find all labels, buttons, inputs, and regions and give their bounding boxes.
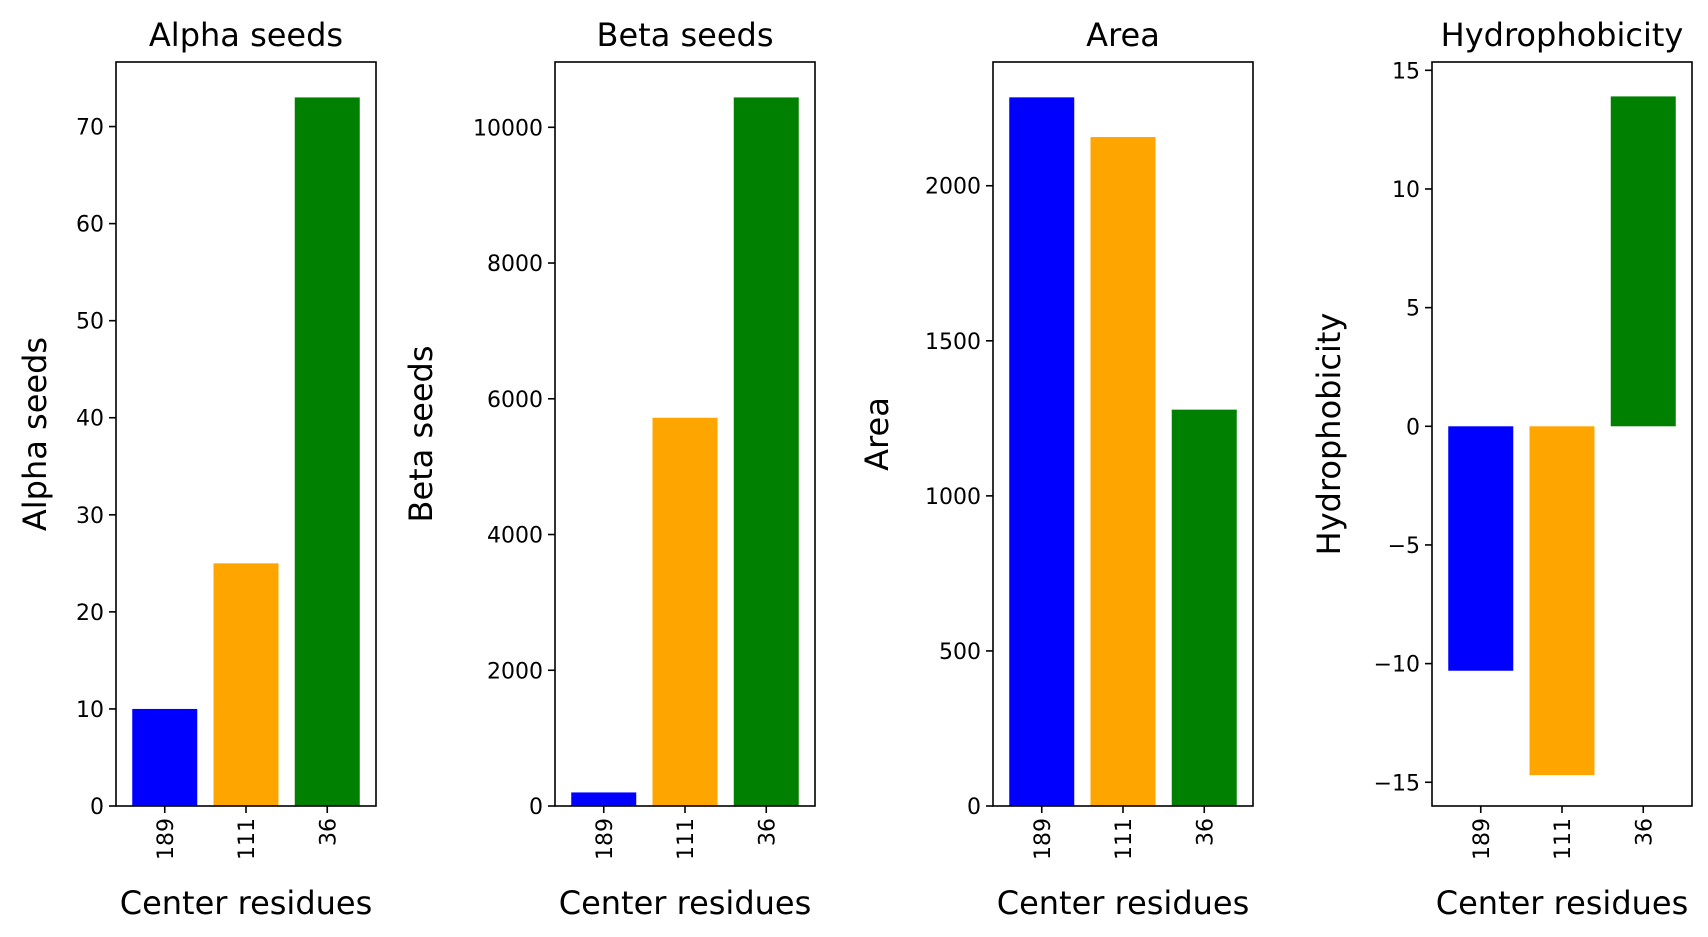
y-tick-label: 0 <box>529 795 543 820</box>
subplot-alpha-seeds: Alpha seeds Alpha seeds Center residues … <box>16 16 377 922</box>
x-axis-label: Center residues <box>559 884 812 922</box>
y-axis-label: Area <box>858 397 896 471</box>
y-tick-label: 2000 <box>925 175 981 200</box>
y-tick-label: 0 <box>1406 415 1420 440</box>
y-tick-label: 15 <box>1392 59 1420 84</box>
y-tick-label: 70 <box>76 116 104 141</box>
y-tick-label: 10 <box>76 698 104 723</box>
y-tick-label: 8000 <box>487 252 543 277</box>
y-tick-label: 1000 <box>925 485 981 510</box>
y-tick-label: 500 <box>939 640 981 665</box>
x-tick-label: 111 <box>235 818 260 860</box>
y-tick-label: 2000 <box>487 659 543 684</box>
subplot-title: Hydrophobicity <box>1441 16 1684 54</box>
x-axis-label: Center residues <box>120 884 373 922</box>
bar-111 <box>1529 426 1595 776</box>
plot-frame <box>1431 61 1693 807</box>
bar-189 <box>132 708 198 806</box>
bar-111 <box>1090 137 1156 807</box>
x-tick-label: 189 <box>1470 818 1495 860</box>
x-tick-label: 189 <box>154 818 179 860</box>
bar-36 <box>1171 409 1237 806</box>
subplot-beta-seeds: Beta seeds Beta seeds Center residues 0 2… <box>402 16 816 922</box>
y-tick-label: −5 <box>1388 534 1420 559</box>
x-tick-label: 36 <box>1632 818 1657 846</box>
bar-36 <box>733 97 799 807</box>
y-tick-label: 4000 <box>487 524 543 549</box>
y-tick-label: 5 <box>1406 297 1420 322</box>
y-tick-label: 1500 <box>925 330 981 355</box>
y-tick-label: −15 <box>1374 771 1420 796</box>
bar-36 <box>1610 96 1676 427</box>
subplot-hydrophobicity: Hydrophobicity Hydrophobicity Center res… <box>1310 16 1693 922</box>
y-tick-label: 50 <box>76 310 104 335</box>
bar-189 <box>1448 426 1514 671</box>
x-tick-label: 111 <box>674 818 699 860</box>
y-axis-label: Beta seeds <box>402 346 440 523</box>
y-axis-label: Hydrophobicity <box>1310 313 1348 556</box>
x-tick-label: 189 <box>593 818 618 860</box>
subplot-title: Alpha seeds <box>149 16 343 54</box>
subplot-title: Beta seeds <box>597 16 774 54</box>
x-tick-label: 36 <box>316 818 341 846</box>
x-tick-label: 36 <box>755 818 780 846</box>
bar-111 <box>652 417 718 806</box>
y-tick-label: 6000 <box>487 388 543 413</box>
x-axis-label: Center residues <box>1436 884 1689 922</box>
plot-frame <box>115 61 377 807</box>
x-tick-label: 36 <box>1193 818 1218 846</box>
x-tick-label: 111 <box>1551 818 1576 860</box>
y-tick-label: 0 <box>90 795 104 820</box>
bar-189 <box>571 792 637 806</box>
bar-36 <box>294 97 360 807</box>
y-tick-label: 0 <box>967 795 981 820</box>
bar-189 <box>1009 97 1075 807</box>
subplot-area: Area Area Center residues 0 500 1000 1500 20… <box>858 16 1254 922</box>
y-tick-label: 10000 <box>473 116 543 141</box>
subplot-title: Area <box>1086 16 1160 54</box>
bar-111 <box>213 563 279 806</box>
y-tick-label: 20 <box>76 601 104 626</box>
y-axis-label: Alpha seeds <box>16 337 54 531</box>
y-tick-label: 60 <box>76 213 104 238</box>
y-tick-label: 40 <box>76 407 104 432</box>
y-tick-label: 10 <box>1392 178 1420 203</box>
x-axis-label: Center residues <box>997 884 1250 922</box>
x-tick-label: 111 <box>1112 818 1137 860</box>
plot-frame <box>554 61 816 807</box>
plot-frame <box>992 61 1254 807</box>
y-tick-label: 30 <box>76 504 104 529</box>
y-tick-label: −10 <box>1374 653 1420 678</box>
x-tick-label: 189 <box>1031 818 1056 860</box>
